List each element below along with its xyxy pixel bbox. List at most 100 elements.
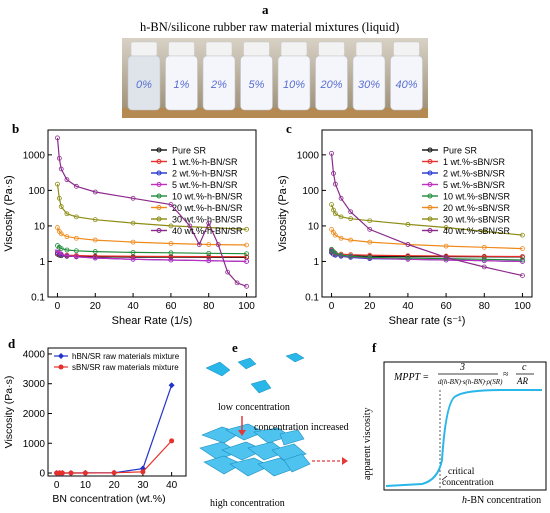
data-point [55,225,60,230]
data-point [92,237,98,243]
data-point [168,223,174,229]
series-sbn-sr-raw-materials-mixture [54,438,175,476]
data-point [338,195,344,201]
x-tick-label: 40 [128,301,140,312]
legend-item-1-wt-sbn-sr: 1 wt.%-sBN/SR [422,157,506,167]
y-tick-label: 10 [34,221,46,232]
bottles-photo: 0% 1% 2% 5% 10% 20% 30% 40% [122,38,428,118]
y-tick-label: 100 [28,186,45,197]
data-point [332,232,338,238]
data-point [405,242,411,247]
eq-lhs: MPPT = [393,372,429,383]
chart-b: 0 20 40 60 80 100 0.1 1 10 100 1000 Shear Rate (1/s… [3,129,257,327]
data-point [56,195,62,201]
y-axis-label: Viscosity (Pa·s) [3,376,15,449]
data-point [55,135,60,141]
legend-marker [427,205,433,210]
bottle-cap [280,41,308,57]
data-point [55,181,60,187]
critical-label-2: concentration [442,478,494,488]
x-tick-label: 100 [514,301,531,312]
bottle-label: 30% [358,79,380,91]
data-point [215,242,221,247]
legend-item-20-wt-sbn-sr: 20 wt.%-sBN/SR [422,203,511,213]
legend-label: 1 wt.%-h-BN/SR [172,157,238,167]
f-ylabel: apparent viscosity [362,408,373,480]
legend-label: 40 wt.%-sBN/SR [443,226,511,236]
data-point [92,189,98,195]
y-tick-label: 0.1 [305,293,319,304]
series-line [330,153,523,277]
data-point [56,155,62,161]
data-point [168,382,175,389]
data-point [244,251,249,257]
data-point [520,273,525,279]
legend-item-5-wt-h-bn-sr: 5 wt.%-h-BN/SR [151,180,238,190]
data-point [331,207,336,213]
data-point [225,269,231,275]
data-point [332,211,338,217]
data-point [58,231,64,237]
legend-item-2-wt-h-bn-sr: 2 wt.%-h-BN/SR [151,169,238,179]
data-point [332,250,338,256]
panel-label-c: c [286,121,292,136]
data-point [332,181,338,187]
data-point [367,226,373,232]
legend-label: 10 wt.%-h-BN/SR [172,192,243,202]
bottle-10: 10% [277,41,311,111]
x-tick-label: 80 [479,301,491,312]
legend-label: 40 wt.%-h-BN/SR [172,226,243,236]
bottle-cap [355,41,383,57]
data-point [443,243,449,249]
series-20-wt-sbn-sr [329,226,525,252]
bottle-30: 30% [352,41,386,111]
data-point [58,251,64,257]
data-point [169,438,175,444]
data-point [64,211,70,217]
data-point [58,246,64,252]
series-5-wt-h-bn-sr [55,248,249,264]
plot-frame [383,361,547,491]
legend-marker [427,159,433,164]
data-point [73,183,79,189]
data-point [130,195,136,201]
y-tick-label: 1000 [297,150,320,161]
bottle-body [390,55,423,111]
data-point [481,256,487,262]
series-40-wt-h-bn-sr [55,135,249,289]
legend-item-10-wt-h-bn-sr: 10 wt.%-h-BN/SR [151,192,243,202]
bottle-label: 1% [174,79,190,91]
panel-f-schematic: MPPT = 3 d(h-BN)·s(h-BN)·ρ(SR) ≈ c AR cr… [362,361,547,506]
legend-label: 10 wt.%-sBN/SR [443,192,511,202]
legend-item-hbn-sr-raw-materials-mixture: hBN/SR raw materials mixture [54,352,180,361]
data-point [168,257,174,263]
legend-item-sbn-sr-raw-materials-mixture: sBN/SR raw materials mixture [54,363,179,372]
x-tick-label: 20 [109,480,121,491]
legend-item-pure-sr: Pure SR [151,146,207,156]
bottle-20: 20% [315,41,348,111]
panel-e-schematic: low concentration concentration increase… [199,352,349,509]
legend-marker [156,228,162,233]
data-point [58,166,64,172]
y-tick-label: 1000 [23,150,46,161]
x-tick-label: 40 [166,480,178,491]
data-point [367,218,373,224]
x-tick-label: 60 [441,301,453,312]
legend-item-pure-sr: Pure SR [422,146,478,156]
panel-label-e: e [232,340,238,355]
data-point [82,470,88,476]
high-concentration-label: high concentration [210,498,285,509]
data-point [331,171,336,176]
chart-c: 0 20 40 60 80 100 0.1 1 10 100 1000 Shear rate (s⁻¹… [277,129,533,327]
series-line [56,227,247,246]
series-hbn-sr-raw-materials-mixture [53,382,175,476]
data-point [348,237,354,243]
y-tick-label: 100 [302,186,319,197]
data-point [58,204,64,209]
legend-label: 2 wt.%-h-BN/SR [172,169,238,179]
bottle-cap [205,41,233,57]
legend-marker [156,170,162,176]
data-point [244,259,249,264]
data-point [92,255,98,261]
legend-item-10-wt-sbn-sr: 10 wt.%-sBN/SR [422,192,511,202]
